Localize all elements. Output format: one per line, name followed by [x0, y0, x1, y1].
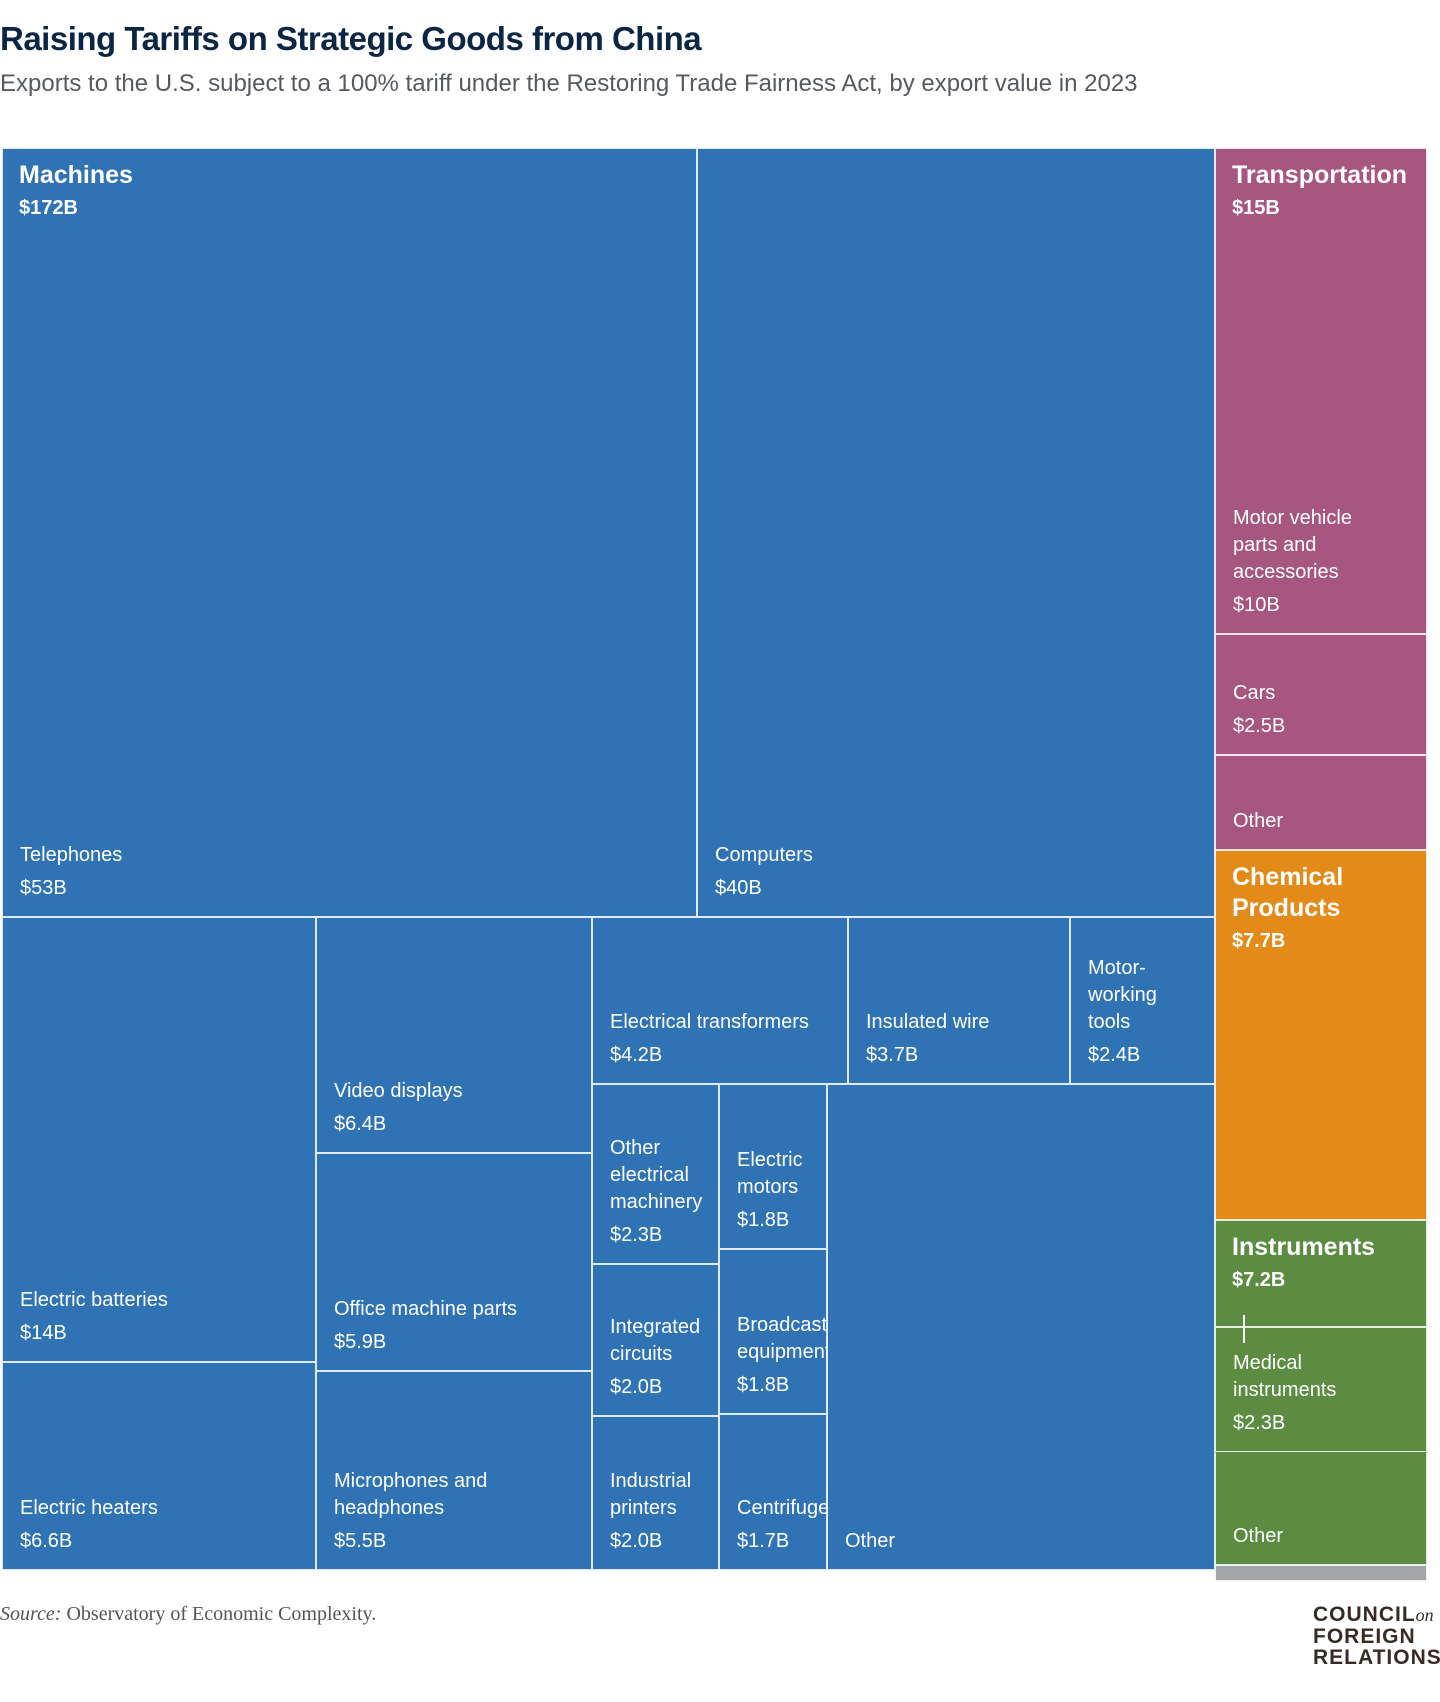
source-note: Source: Observatory of Economic Complexi…	[0, 1603, 376, 1626]
tile-label: Electrical transformers	[610, 1011, 809, 1033]
treemap-tile: Electric motors $1.8B	[719, 1084, 827, 1249]
treemap-tile: Computers $40B	[697, 148, 1215, 917]
tile-label: Motor- working tools	[1088, 957, 1157, 1033]
treemap-tile: Cars $2.5B	[1215, 634, 1427, 755]
tile-label: Electric heaters	[20, 1497, 158, 1519]
treemap-tile: Integrated circuits $2.0B	[592, 1264, 719, 1416]
tile-label: Other	[1233, 810, 1284, 832]
tile-label: Motor vehicle parts and accessories	[1233, 507, 1352, 583]
tile-value: $6.6B	[20, 1530, 73, 1552]
tile-label: Industrial printers	[610, 1470, 692, 1519]
tile-value: $5.5B	[334, 1530, 387, 1552]
treemap-tile	[1215, 1220, 1427, 1327]
tile-value: $2.0B	[610, 1530, 663, 1552]
tile-value: $40B	[715, 877, 762, 899]
treemap-tile: Other	[1215, 1452, 1427, 1565]
tile-label: Other	[1233, 1525, 1284, 1547]
tile-value: $14B	[20, 1322, 67, 1344]
treemap-tile: Motor vehicle parts and accessories $10B	[1215, 148, 1427, 634]
tile-label: Telephones	[20, 844, 123, 866]
tile-label: Medical instruments	[1233, 1352, 1337, 1401]
tile-value: $1.7B	[737, 1530, 790, 1552]
treemap-tile: Centrifuges $1.7B	[719, 1414, 840, 1570]
category-header: Chemical Products $7.7B	[1215, 862, 1343, 953]
category-name: Instruments	[1232, 1233, 1376, 1261]
tile-value: $2.3B	[610, 1224, 663, 1246]
tile-value: $1.8B	[737, 1374, 790, 1396]
cfr-logo: COUNCILon FOREIGN RELATIONS	[1313, 1603, 1440, 1669]
treemap-tile: Motor- working tools $2.4B	[1070, 917, 1215, 1084]
treemap-tile: Electrical transformers $4.2B	[592, 917, 848, 1084]
treemap-tile: Medical instruments $2.3B	[1215, 1327, 1427, 1452]
tile-label: Integrated circuits	[610, 1316, 701, 1365]
tile-label: Insulated wire	[866, 1011, 990, 1033]
treemap-tile: Other electrical machinery $2.3B	[592, 1084, 719, 1264]
tile-value: $1.8B	[737, 1209, 790, 1231]
source-label: Source:	[0, 1603, 62, 1625]
category-value: $15B	[1232, 197, 1280, 219]
tile-value: $2.4B	[1088, 1044, 1141, 1066]
category-value: $7.7B	[1232, 930, 1286, 952]
category-name: Transportation	[1232, 161, 1408, 189]
treemap-tile: Electric batteries $14B	[2, 917, 316, 1362]
treemap-tile: Insulated wire $3.7B	[848, 917, 1070, 1084]
tile-label: Electric batteries	[20, 1289, 168, 1311]
category-header: Machines $172B	[2, 160, 133, 220]
tile-label: Centrifuges	[737, 1497, 840, 1519]
treemap-tile	[1215, 850, 1427, 1220]
chart-title: Raising Tariffs on Strategic Goods from …	[0, 20, 702, 57]
tile-label: Electric motors	[737, 1149, 803, 1198]
tile-label: Computers	[715, 844, 813, 866]
tile-value: $3.7B	[866, 1044, 919, 1066]
category-header: Instruments $7.2B	[1215, 1232, 1375, 1292]
treemap-tile: Industrial printers $2.0B	[592, 1416, 719, 1570]
tile-value: $6.4B	[334, 1113, 387, 1135]
tile-label: Video displays	[334, 1080, 463, 1102]
treemap-tile: Video displays $6.4B	[316, 917, 592, 1153]
treemap-tile: Broadcasting equipment $1.8B	[719, 1249, 854, 1414]
category-header: Transportation $15B	[1215, 160, 1407, 220]
treemap-tile: Office machine parts $5.9B	[316, 1153, 592, 1371]
category-value: $7.2B	[1232, 1269, 1286, 1291]
tile-value: $53B	[20, 877, 67, 899]
tile-label: Broadcasting equipment	[737, 1314, 854, 1363]
source-text: Observatory of Economic Complexity.	[66, 1603, 377, 1625]
tile-label: Cars	[1233, 682, 1276, 704]
category-name: Machines	[19, 161, 133, 189]
treemap-tile: Electric heaters $6.6B	[2, 1362, 316, 1570]
tile-value: $2.5B	[1233, 715, 1286, 737]
chart-subtitle: Exports to the U.S. subject to a 100% ta…	[0, 70, 1138, 97]
category-value: $172B	[19, 197, 78, 219]
category-name: Chemical Products	[1232, 863, 1344, 922]
small-item-marker	[1243, 1315, 1245, 1343]
tile-value: $4.2B	[610, 1044, 663, 1066]
tile-value: $10B	[1233, 594, 1280, 616]
treemap-tile	[1215, 1565, 1427, 1581]
treemap-tile: Telephones $53B	[2, 148, 697, 917]
tile-label: Other electrical machinery	[610, 1137, 703, 1213]
tile-label: Other	[845, 1530, 896, 1552]
tile-value: $2.0B	[610, 1376, 663, 1398]
tile-value: $5.9B	[334, 1331, 387, 1353]
tile-label: Office machine parts	[334, 1298, 518, 1320]
treemap-tile: Other	[1215, 755, 1427, 850]
treemap-tile: Microphones and headphones $5.5B	[316, 1371, 592, 1570]
tile-value: $2.3B	[1233, 1412, 1286, 1434]
treemap-tile: Other	[827, 1084, 1215, 1570]
tile-label: Microphones and headphones	[334, 1470, 488, 1519]
